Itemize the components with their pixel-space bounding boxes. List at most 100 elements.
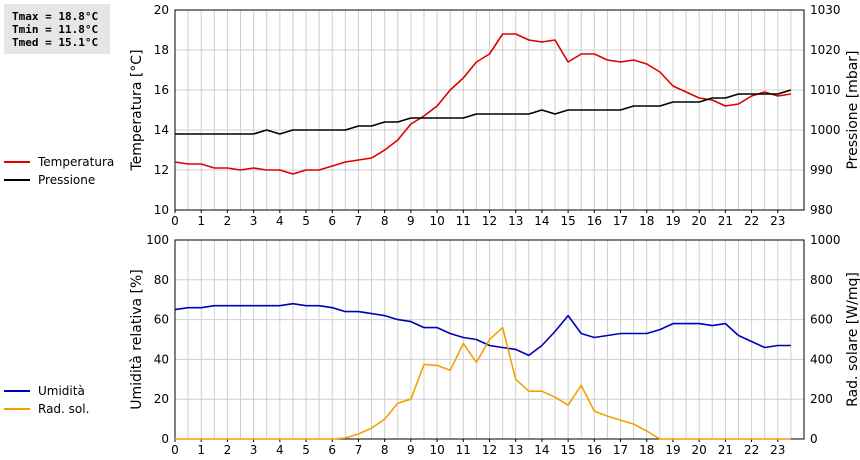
y-tick-label-right: 1030 <box>810 3 841 17</box>
x-tick-label: 11 <box>456 214 471 228</box>
y-tick-label-right: 200 <box>810 392 833 406</box>
legend-swatch-pressione <box>4 179 30 181</box>
x-tick-label: 10 <box>429 443 444 457</box>
x-tick-label: 10 <box>429 214 444 228</box>
x-tick-label: 22 <box>744 214 759 228</box>
x-tick-label: 2 <box>224 214 232 228</box>
x-tick-label: 23 <box>770 214 785 228</box>
x-tick-label: 12 <box>482 443 497 457</box>
x-tick-label: 17 <box>613 443 628 457</box>
x-tick-label: 6 <box>328 214 336 228</box>
y-axis-title-left: Umidità relativa [%] <box>129 269 145 410</box>
legend-item-rad-sol: Rad. sol. <box>4 400 89 418</box>
legend-label-temperatura: Temperatura <box>38 155 115 169</box>
stat-tmin: Tmin = 11.8°C <box>12 23 99 36</box>
x-tick-label: 11 <box>456 443 471 457</box>
x-tick-label: 8 <box>381 443 389 457</box>
x-tick-label: 2 <box>224 443 232 457</box>
x-tick-label: 9 <box>407 214 415 228</box>
x-tick-label: 16 <box>587 214 602 228</box>
chart-panel-1: 0 1 2 3 4 5 6 7 8 9 10 11 12 13 14 15 16 17 18 19 20 21 22 2310… <box>129 3 860 228</box>
x-tick-label: 7 <box>355 214 363 228</box>
series-line-temperatura <box>174 33 792 175</box>
x-tick-label: 4 <box>276 443 284 457</box>
legend-item-pressione: Pressione <box>4 171 114 189</box>
y-tick-label-left: 40 <box>154 352 169 366</box>
x-tick-label: 17 <box>613 214 628 228</box>
y-tick-label-right: 600 <box>810 313 833 327</box>
y-tick-label-right: 400 <box>810 352 833 366</box>
legend-swatch-umidita <box>4 390 30 392</box>
y-tick-label-left: 12 <box>154 163 169 177</box>
x-tick-label: 9 <box>407 443 415 457</box>
y-tick-label-left: 80 <box>154 273 169 287</box>
y-tick-label-right: 1020 <box>810 43 841 57</box>
y-tick-label-right: 800 <box>810 273 833 287</box>
y-tick-label-left: 14 <box>154 123 169 137</box>
y-tick-label-left: 10 <box>154 203 169 217</box>
stat-tmed: Tmed = 15.1°C <box>12 36 99 49</box>
y-tick-label-left: 16 <box>154 83 169 97</box>
x-tick-label: 18 <box>639 214 654 228</box>
y-tick-label-left: 20 <box>154 3 169 17</box>
x-tick-label: 1 <box>197 214 205 228</box>
series-line-rad-sol <box>175 326 791 440</box>
legend-swatch-temperatura <box>4 161 30 163</box>
legend-top: Temperatura Pressione <box>4 153 114 189</box>
y-tick-label-right: 1000 <box>810 233 841 247</box>
x-tick-label: 13 <box>508 214 523 228</box>
x-tick-label: 5 <box>302 214 310 228</box>
x-tick-label: 4 <box>276 214 284 228</box>
x-tick-label: 22 <box>744 443 759 457</box>
x-tick-label: 7 <box>355 443 363 457</box>
y-tick-label-right: 1000 <box>810 123 841 137</box>
legend-label-umidita: Umidità <box>38 384 85 398</box>
x-tick-label: 5 <box>302 443 310 457</box>
x-tick-label: 20 <box>692 443 707 457</box>
x-tick-label: 8 <box>381 214 389 228</box>
y-axis-title-left: Temperatura [°C] <box>129 49 145 171</box>
x-tick-label: 14 <box>534 443 549 457</box>
x-tick-label: 14 <box>534 214 549 228</box>
x-tick-label: 1 <box>197 443 205 457</box>
x-tick-label: 3 <box>250 214 258 228</box>
y-tick-label-right: 990 <box>810 163 833 177</box>
x-tick-label: 21 <box>718 214 733 228</box>
legend-swatch-rad-sol <box>4 408 30 410</box>
x-tick-label: 18 <box>639 443 654 457</box>
chart-panel-2: 0 1 2 3 4 5 6 7 8 9 10 11 12 13 14 15 16 17 18 19 20 21 22 2302… <box>129 233 860 457</box>
legend-item-umidita: Umidità <box>4 382 89 400</box>
x-tick-label: 0 <box>171 443 179 457</box>
x-tick-label: 0 <box>171 214 179 228</box>
x-tick-label: 16 <box>587 443 602 457</box>
series-line-pressione <box>175 89 792 135</box>
legend-label-pressione: Pressione <box>38 173 96 187</box>
x-tick-label: 20 <box>692 214 707 228</box>
x-tick-label: 3 <box>250 443 258 457</box>
y-tick-label-left: 0 <box>161 432 169 446</box>
legend-label-rad-sol: Rad. sol. <box>38 402 90 416</box>
x-tick-label: 13 <box>508 443 523 457</box>
y-tick-label-left: 60 <box>154 313 169 327</box>
y-tick-label-left: 18 <box>154 43 169 57</box>
y-tick-label-left: 100 <box>146 233 169 247</box>
stats-box: Tmax = 18.8°C Tmin = 11.8°C Tmed = 15.1°… <box>4 4 110 54</box>
x-tick-label: 15 <box>560 443 575 457</box>
y-axis-title-right: Rad. solare [W/mq] <box>845 272 860 407</box>
x-tick-label: 6 <box>328 443 336 457</box>
y-tick-label-right: 0 <box>810 432 818 446</box>
y-tick-label-left: 20 <box>154 392 169 406</box>
x-tick-label: 23 <box>770 443 785 457</box>
x-tick-label: 15 <box>560 214 575 228</box>
x-tick-label: 19 <box>665 214 680 228</box>
x-tick-label: 21 <box>718 443 733 457</box>
y-tick-label-right: 1010 <box>810 83 841 97</box>
stat-tmax: Tmax = 18.8°C <box>12 10 99 23</box>
x-tick-label: 19 <box>665 443 680 457</box>
y-axis-title-right: Pressione [mbar] <box>845 50 860 169</box>
legend-item-temperatura: Temperatura <box>4 153 114 171</box>
series-line-umidit <box>174 302 791 357</box>
x-tick-label: 12 <box>482 214 497 228</box>
y-tick-label-right: 980 <box>810 203 833 217</box>
